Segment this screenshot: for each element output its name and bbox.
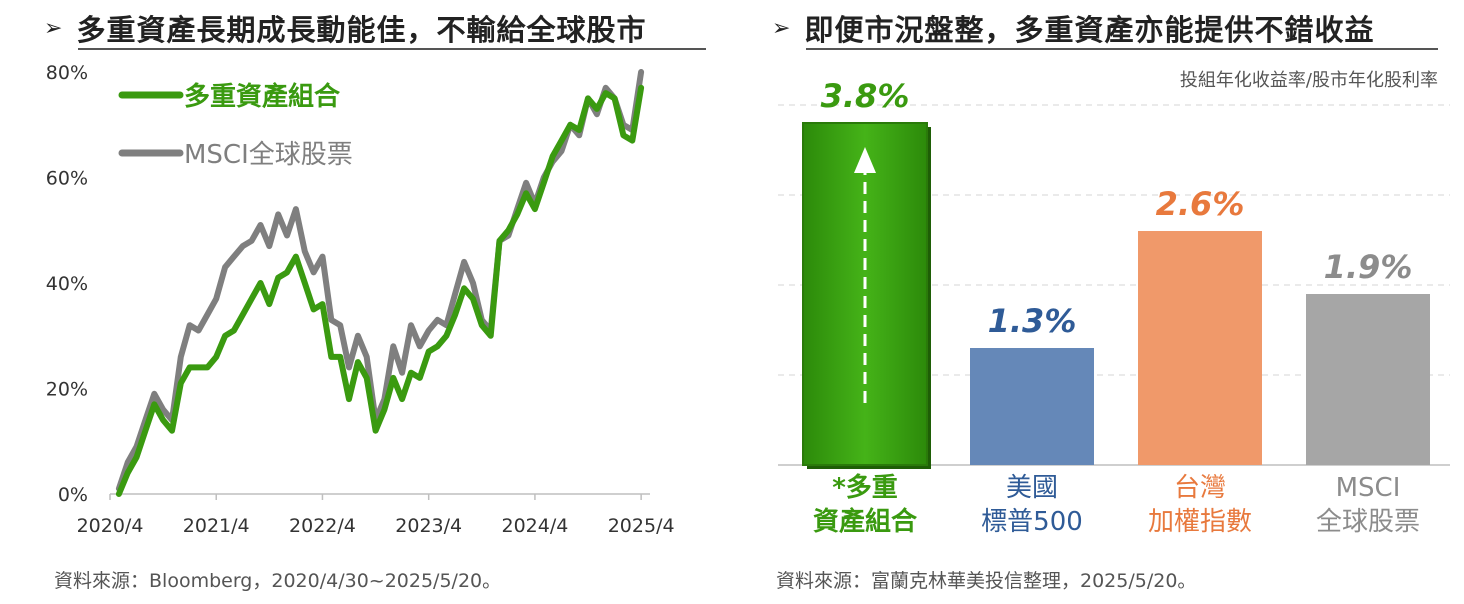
x-tick-label: 2020/4: [77, 515, 144, 537]
y-tick-label: 80%: [46, 62, 88, 84]
category-label: MSCI 全球股票: [1316, 473, 1420, 537]
y-tick-label: 20%: [46, 379, 88, 401]
arrow-right-icon: ➢: [44, 15, 63, 41]
left-source-note: 資料來源：Bloomberg，2020/4/30~2025/5/20。: [54, 570, 502, 592]
left-title-underline: [78, 48, 706, 50]
left-panel-title: ➢ 多重資產長期成長動能佳，不輸給全球股市: [44, 8, 646, 48]
category-label-line: 台灣: [1174, 473, 1226, 503]
bar-1: [970, 348, 1094, 465]
category-label-line: 加權指數: [1148, 507, 1252, 537]
right-source-note: 資料來源：富蘭克林華美投信整理，2025/5/20。: [776, 570, 1197, 592]
x-tick-label: 2023/4: [395, 515, 462, 537]
bar-value-label: 1.9%: [1324, 248, 1413, 286]
category-label-line: *多重: [832, 473, 898, 503]
bar-chart: 3.8%1.3%2.6%1.9% *多重資產組合美國標普500台灣加權指數MSC…: [778, 70, 1450, 537]
arrow-up-icon: [854, 147, 876, 173]
y-tick-label: 0%: [58, 484, 88, 506]
series-line-multi-asset: [115, 84, 645, 497]
right-title-text: 即便市況盤整，多重資產亦能提供不錯收益: [804, 13, 1375, 47]
category-label-line: 全球股票: [1316, 507, 1420, 537]
category-label: *多重資產組合: [813, 473, 918, 537]
bar-value-label: 1.3%: [988, 302, 1077, 340]
arrow-right-icon: ➢: [772, 15, 791, 41]
right-panel-title: ➢ 即便市況盤整，多重資產亦能提供不錯收益: [772, 8, 1374, 48]
x-tick-label: 2024/4: [501, 515, 568, 537]
x-tick-label: 2025/4: [608, 515, 675, 537]
y-tick-label: 60%: [46, 168, 88, 190]
left-title-text: 多重資產長期成長動能佳，不輸給全球股市: [76, 13, 647, 47]
category-label-line: 美國: [1006, 473, 1058, 503]
category-label-line: 標普500: [981, 507, 1083, 537]
category-label: 台灣加權指數: [1148, 473, 1252, 537]
bar-chart-subtitle: 投組年化收益率/股市年化股利率: [1180, 70, 1438, 91]
bar-multi-asset: [802, 122, 928, 466]
bar-2: [1138, 231, 1262, 465]
bar-value-label: 3.8%: [821, 77, 910, 115]
category-label-line: 資產組合: [813, 506, 918, 537]
bar-value-label: 2.6%: [1156, 185, 1245, 223]
bar-3: [1306, 294, 1430, 465]
x-tick-label: 2022/4: [289, 515, 356, 537]
right-title-underline: [806, 48, 1438, 50]
line-chart: 0% 20% 40% 60% 80% 2020/4 2021/4 2022/4 2023/4 2…: [46, 62, 675, 537]
category-label: 美國標普500: [981, 473, 1083, 537]
legend-label: MSCI全球股票: [184, 140, 353, 170]
legend-label: 多重資產組合: [184, 81, 341, 112]
y-tick-label: 40%: [46, 273, 88, 295]
category-label-line: MSCI: [1336, 473, 1401, 503]
x-tick-label: 2021/4: [183, 515, 250, 537]
